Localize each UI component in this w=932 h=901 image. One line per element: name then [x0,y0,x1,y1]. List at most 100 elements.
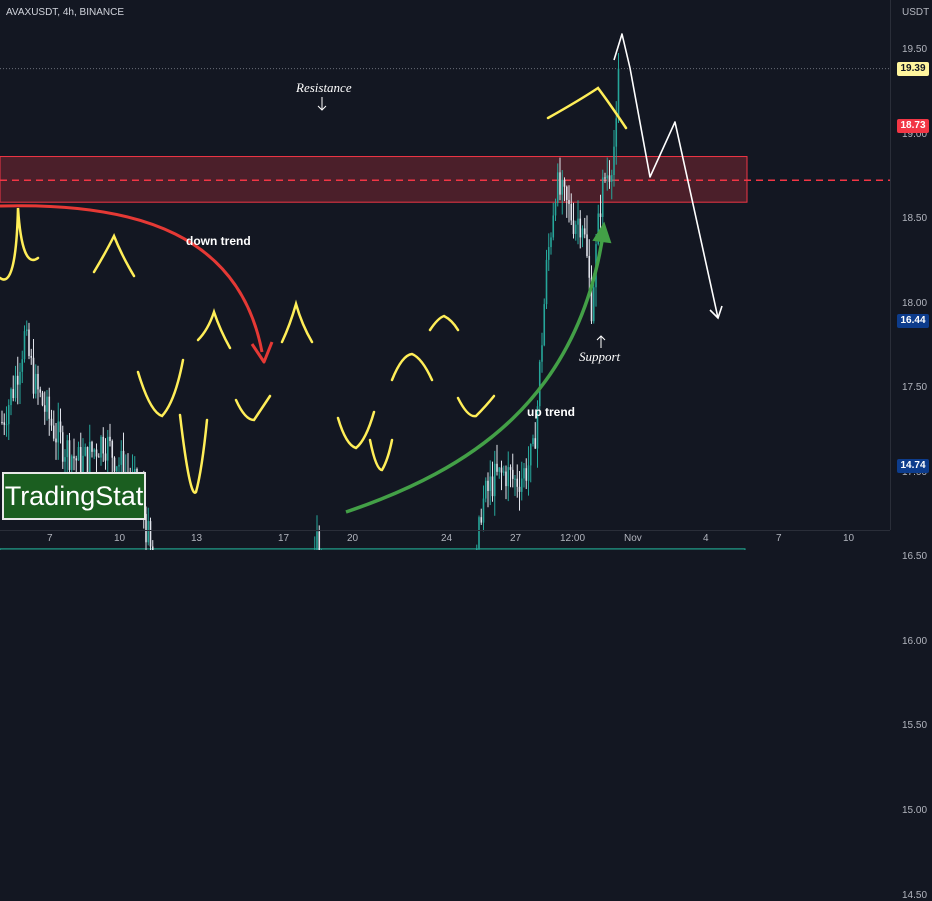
price-tick-label: 19.50 [902,44,928,55]
price-projection-arrowhead [709,305,723,320]
symbol-title[interactable]: AVAXUSDT, 4h, BINANCE [6,7,124,18]
candle-body [588,256,591,278]
candle-body [7,405,10,425]
candle-body [592,287,595,322]
candle-body [597,213,600,245]
candle-body [493,463,496,497]
support-price-tag: 16.44 [897,314,929,328]
support-pointer [596,335,606,348]
price-tick-label: 18.50 [902,213,928,225]
time-tick-label: 7 [47,533,53,544]
candle-body [482,498,485,523]
candle-body [563,179,566,187]
candle-body [93,449,96,452]
resistance-price-tag: 18.73 [897,119,929,133]
price-tick-label: 15.00 [902,804,928,816]
pattern-highlight-curve [390,352,434,382]
up-trend-arrow [345,227,606,514]
candle-body [66,440,69,458]
price-tick-label: 16.00 [902,635,928,647]
low-price-tag: 14.74 [897,459,929,473]
down-trend-arrow [0,204,264,353]
candle-body [82,455,84,478]
candle-body [608,175,611,182]
candle-body [149,521,152,547]
time-tick-label: 13 [191,533,203,544]
candle-body [615,118,618,147]
time-tick-label: 27 [510,533,522,544]
pattern-highlight-curve [546,86,628,130]
candle-body [41,392,44,406]
candle-body [5,424,8,426]
candle-body [484,480,487,499]
candle-body [545,259,548,305]
pattern-highlight-curve [234,394,272,422]
candle-body [109,436,111,442]
price-tick-label: 17.50 [902,382,928,394]
candle-body [613,146,615,176]
candle-body [145,513,147,543]
candle-body [21,359,24,372]
candle-body [604,177,606,179]
price-tick-label: 19.00 [902,128,928,140]
candle-body [529,444,532,466]
candle-body [514,478,516,480]
candle-body [73,456,75,459]
down-trend-arrowhead [250,341,274,364]
candle-body [50,418,53,426]
candle-body [543,304,546,346]
candle-body [579,218,582,238]
pattern-highlight-curve [368,438,394,472]
pattern-highlight-curve [196,308,232,350]
candle-body [115,466,118,472]
candle-body [57,421,60,443]
up-trend-arrowhead [592,221,612,244]
candle-body [491,476,494,497]
price-projection-path [613,33,719,319]
candle-body [34,373,37,394]
candle-body [318,531,321,550]
candle-body [91,441,93,452]
candle-body [498,467,501,472]
candle-body [577,218,579,225]
candle-body [583,228,586,235]
candle-body [77,447,80,461]
candle-body [550,237,552,248]
candle-body [523,468,525,479]
candle-body [95,449,98,457]
candle-body [487,480,489,491]
candle-body [79,447,82,478]
candle-body [547,247,550,260]
candle-body [97,456,100,458]
candle-body [111,441,114,458]
chart-canvas[interactable] [0,0,932,550]
candle-body [118,464,120,467]
support-label: Support [579,349,621,364]
candle-body [525,468,528,481]
candle-body [23,331,26,360]
time-axis[interactable] [0,530,890,551]
candle-body [147,521,150,543]
price-tick-label: 18.00 [902,297,928,309]
resistance-label: Resistance [296,80,352,95]
candle-body [86,446,89,473]
time-tick-label: Nov [624,533,642,544]
candle-body [509,467,512,470]
pattern-highlight-curve [428,314,460,332]
candle-body [511,469,514,479]
pattern-highlight-curve [456,394,496,418]
drawing-overlays [0,33,723,514]
candle-body [25,329,28,332]
price-axis[interactable] [890,0,932,530]
time-tick-label: 12:00 [560,533,586,544]
candle-body [518,486,521,492]
candle-body [505,471,507,487]
tradingstat-logo: TradingStat [2,472,146,520]
price-tick-label: 14.50 [902,889,928,901]
candle-body [610,175,613,182]
candle-body [43,405,46,412]
candle-body [606,175,609,179]
resistance-pointer [317,97,327,111]
candle-body [133,469,136,473]
pattern-highlight-curve [336,410,376,450]
